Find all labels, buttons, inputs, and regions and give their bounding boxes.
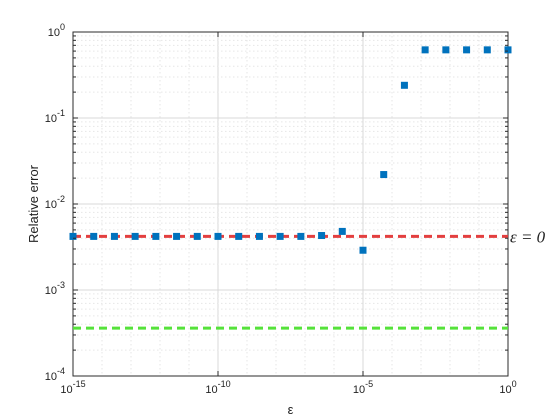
data-point xyxy=(131,232,139,240)
y-tick-label: 10-2 xyxy=(45,194,65,211)
x-tick-label: 100 xyxy=(499,379,516,396)
data-point xyxy=(338,227,346,235)
tick-base: 10 xyxy=(45,113,57,125)
y-tick-label: 10-4 xyxy=(45,366,65,383)
data-point xyxy=(359,246,367,254)
x-tick-label: 10-5 xyxy=(353,379,373,396)
data-point xyxy=(235,232,243,240)
tick-exponent: -2 xyxy=(57,194,65,204)
epsilon-zero-label: ε = 0 xyxy=(510,227,546,246)
data-point xyxy=(318,232,326,240)
data-point xyxy=(442,46,450,54)
data-point xyxy=(276,232,284,240)
tick-exponent: -3 xyxy=(57,280,65,290)
y-tick-label: 100 xyxy=(48,22,65,39)
data-point xyxy=(193,232,201,240)
data-point xyxy=(504,46,512,54)
tick-exponent: -5 xyxy=(365,379,373,389)
tick-base: 10 xyxy=(48,27,60,39)
data-point xyxy=(173,232,181,240)
grid-layer xyxy=(72,31,509,377)
points-layer xyxy=(69,46,512,254)
tick-base: 10 xyxy=(45,285,57,297)
data-point xyxy=(380,171,388,179)
data-point xyxy=(255,232,263,240)
data-point xyxy=(297,232,305,240)
tick-base: 10 xyxy=(205,384,217,396)
tick-exponent: -4 xyxy=(57,366,65,376)
data-point xyxy=(463,46,471,54)
tick-base: 10 xyxy=(45,371,57,383)
data-point xyxy=(110,232,118,240)
data-point xyxy=(90,232,98,240)
ticks-layer xyxy=(72,31,509,377)
x-tick-label: 10-15 xyxy=(60,379,85,396)
tick-exponent: -10 xyxy=(218,379,231,389)
lines-layer xyxy=(73,234,508,330)
tick-base: 10 xyxy=(353,384,365,396)
y-tick-label: 10-3 xyxy=(45,280,65,297)
tick-base: 10 xyxy=(60,384,72,396)
tick-base: 10 xyxy=(499,384,511,396)
y-axis-label: Relative error xyxy=(26,164,41,243)
labels-layer: 10-15 10-10 10-5 10010-410-310-210-1100εRel… xyxy=(26,22,546,417)
tick-exponent: -15 xyxy=(73,379,86,389)
tick-exponent: 0 xyxy=(60,22,65,32)
y-tick-label: 10-1 xyxy=(45,108,65,125)
tick-base: 10 xyxy=(45,199,57,211)
data-point xyxy=(69,232,77,240)
tick-exponent: 0 xyxy=(512,379,517,389)
data-point xyxy=(400,81,408,89)
x-axis-label: ε xyxy=(288,402,294,417)
data-point xyxy=(421,46,429,54)
tick-exponent: -1 xyxy=(57,108,65,118)
data-point xyxy=(214,232,222,240)
data-point xyxy=(152,232,160,240)
data-point xyxy=(483,46,491,54)
x-tick-label: 10-10 xyxy=(205,379,230,396)
